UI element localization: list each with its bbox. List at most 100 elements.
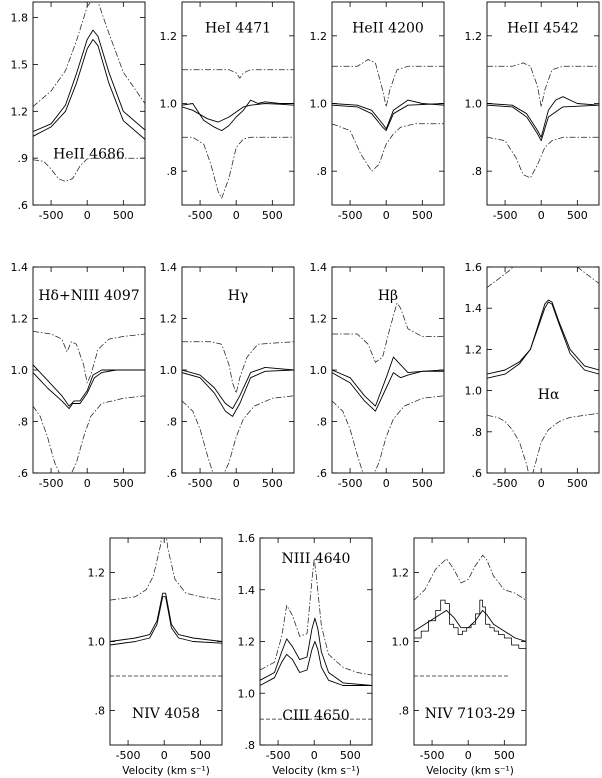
y-tick-label: 1.4	[160, 261, 178, 274]
series-line-3	[487, 136, 599, 179]
panel-niii-4640-ciii-4650: .8 1.0 1.2 1.4 1.6 -500 0 500 NIII 4640 CIII 4650…	[238, 532, 373, 777]
y-tick-label: 1.2	[392, 567, 410, 580]
x-tick-label: 0	[538, 209, 545, 222]
y-tick-label: 1.2	[238, 636, 256, 649]
panel-label: NIII 4640	[282, 551, 351, 567]
x-tick-label: -500	[493, 477, 518, 490]
y-tick-label: 1.4	[238, 584, 256, 597]
x-tick-label: 0	[84, 209, 91, 222]
x-tick-label: 500	[262, 477, 283, 490]
y-tick-label: 1.0	[11, 364, 29, 377]
series-line-2	[33, 364, 145, 407]
series-line-1	[414, 609, 526, 642]
y-tick-label: .8	[18, 416, 29, 429]
x-tick-label: -500	[420, 749, 445, 762]
series-line-0	[487, 267, 599, 288]
y-tick-label: 1.0	[160, 364, 178, 377]
x-tick-label: 500	[412, 477, 433, 490]
x-tick-label: -500	[188, 209, 213, 222]
series-line-0	[487, 62, 599, 108]
panel-hdelta-niii-4097: .6 .8 1.0 1.2 1.4 -500 0 500 Hδ+NIII 4097	[11, 261, 146, 490]
panel-heii-4542: .8 1.0 1.2 -500 0 500 HeII 4542	[465, 1, 600, 222]
y-tick-label: .8	[472, 165, 483, 178]
y-tick-label: .8	[95, 705, 106, 718]
panel-label-secondary: CIII 4650	[282, 708, 349, 724]
series-line-3	[332, 395, 444, 473]
series-line-2	[487, 299, 599, 379]
x-tick-label: 500	[262, 209, 283, 222]
y-tick-label: 1.0	[160, 98, 178, 111]
x-tick-label: -500	[188, 477, 213, 490]
panel-label: Hα	[538, 387, 560, 403]
y-tick-label: 1.4	[310, 261, 328, 274]
y-tick-label: .6	[18, 199, 29, 212]
panel-label: Hβ	[378, 288, 398, 304]
panel-label: HeI 4471	[205, 20, 271, 36]
y-tick-label: .8	[245, 739, 256, 752]
panel-label: HeII 4542	[507, 20, 579, 36]
y-tick-label: 1.2	[88, 567, 106, 580]
x-tick-label: -500	[338, 477, 363, 490]
y-tick-label: 1.0	[392, 636, 410, 649]
x-tick-label: -500	[266, 749, 291, 762]
x-tick-label: 0	[538, 477, 545, 490]
x-tick-label: 500	[340, 749, 361, 762]
series-line-2	[414, 599, 526, 649]
series-line-1	[332, 369, 444, 412]
series-line-1	[33, 369, 145, 410]
series-line-1	[182, 103, 294, 123]
y-tick-label: 1.5	[11, 58, 29, 71]
x-tick-label: 500	[494, 749, 515, 762]
y-tick-label: 1.0	[465, 385, 483, 398]
series-line-3	[182, 395, 294, 473]
series-line-3	[332, 123, 444, 172]
panel-label: HeII 4686	[53, 146, 125, 162]
y-tick-label: 1.0	[465, 98, 483, 111]
x-tick-label: 0	[311, 749, 318, 762]
x-tick-label: 0	[465, 749, 472, 762]
panel-hgamma: .6 .8 1.0 1.2 1.4 -500 0 500 Hγ	[160, 261, 295, 490]
y-tick-label: 1.4	[11, 261, 29, 274]
x-tick-label: -500	[39, 477, 64, 490]
x-tick-label: -500	[493, 209, 518, 222]
x-tick-label: -500	[39, 209, 64, 222]
series-line-0	[33, 2, 145, 107]
x-tick-label: 0	[84, 477, 91, 490]
y-tick-label: .8	[167, 416, 178, 429]
y-tick-label: .8	[472, 426, 483, 439]
x-tick-label: 500	[412, 209, 433, 222]
x-axis-label: Velocity (km s⁻¹)	[426, 765, 514, 777]
series-line-3	[33, 157, 145, 182]
y-tick-label: 1.2	[11, 313, 29, 326]
series-line-2	[182, 366, 294, 410]
series-line-3	[487, 412, 599, 473]
series-line-3	[182, 136, 294, 199]
plot-frame	[32, 1, 146, 206]
y-tick-label: .6	[472, 467, 483, 480]
x-tick-label: 0	[383, 209, 390, 222]
y-tick-label: 1.4	[465, 302, 483, 315]
series-line-2	[182, 99, 294, 132]
y-tick-label: .8	[399, 705, 410, 718]
series-line-2	[33, 29, 145, 133]
y-tick-label: 1.2	[160, 313, 178, 326]
series-line-0	[33, 331, 145, 384]
x-axis-label: Velocity (km s⁻¹)	[122, 765, 210, 777]
y-tick-label: .6	[167, 467, 178, 480]
x-tick-label: 0	[233, 209, 240, 222]
series-line-0	[182, 341, 294, 394]
series-line-2	[260, 641, 372, 686]
x-tick-label: -500	[116, 749, 141, 762]
series-line-1	[332, 103, 444, 132]
series-line-2	[487, 96, 599, 138]
panel-label: Hδ+NIII 4097	[38, 288, 139, 304]
panel-label: Hγ	[228, 288, 249, 304]
y-tick-label: 1.0	[88, 636, 106, 649]
y-tick-label: 1.0	[310, 364, 328, 377]
series-line-2	[110, 596, 222, 646]
y-tick-label: 1.8	[11, 12, 29, 25]
series-line-0	[332, 59, 444, 108]
y-tick-label: 1.0	[310, 98, 328, 111]
y-tick-label: .6	[18, 467, 29, 480]
